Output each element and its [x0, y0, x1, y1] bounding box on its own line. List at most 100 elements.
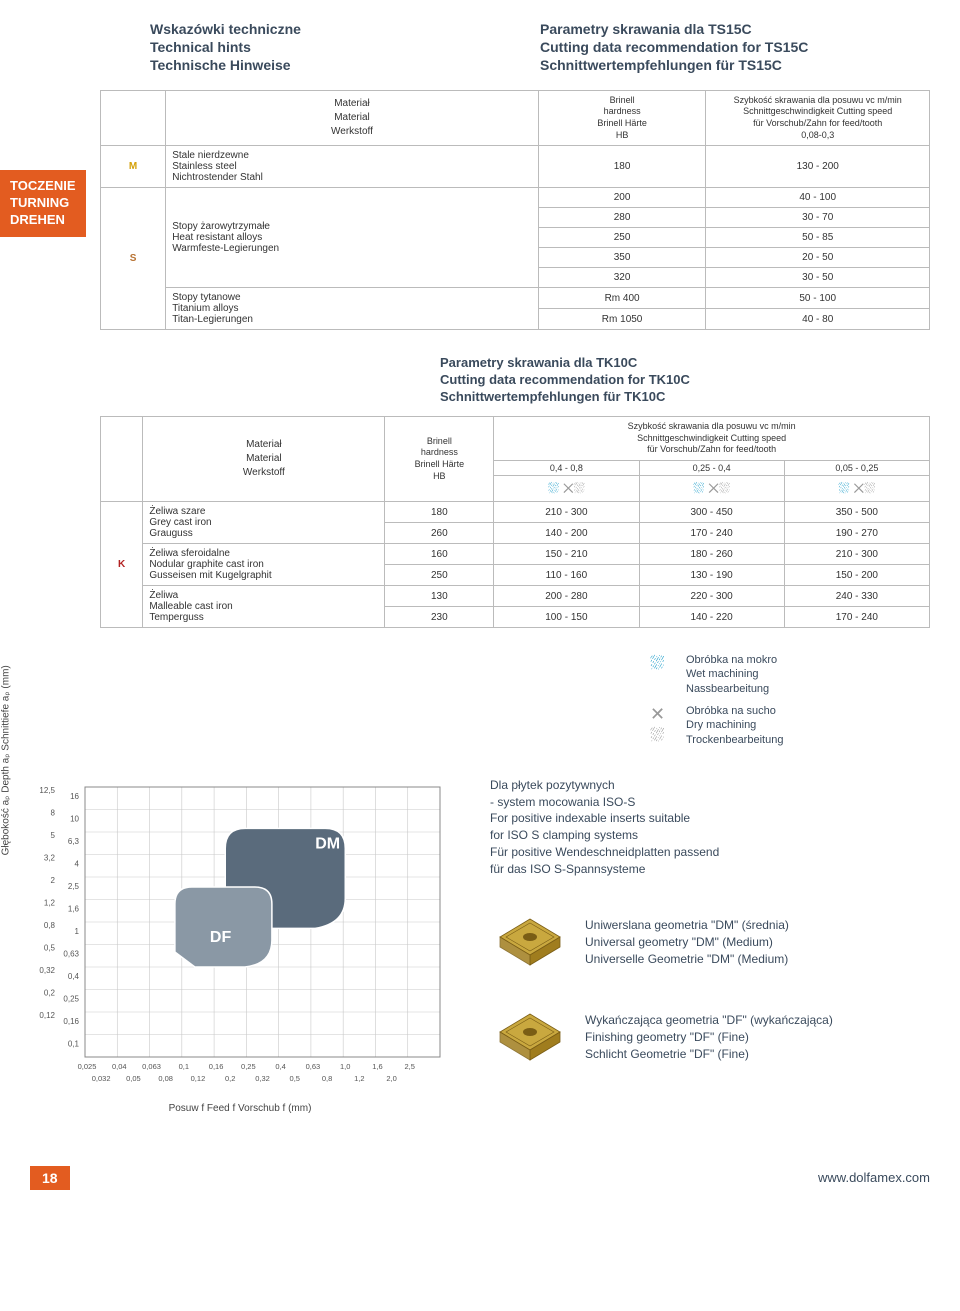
table-row: Żeliwa sferoidalne Nodular graphite cast…	[101, 544, 930, 565]
svg-text:0,63: 0,63	[63, 949, 79, 958]
table-row: Stopy tytanowe Titanium alloys Titan-Leg…	[101, 288, 930, 309]
svg-text:16: 16	[70, 792, 79, 801]
insert-df-icon	[490, 1008, 570, 1068]
dry-icon: ✕⛆	[650, 704, 676, 746]
svg-text:0,25: 0,25	[241, 1062, 256, 1071]
table-head-row: Materiał Material Werkstoff Brinell hard…	[101, 90, 930, 146]
th-iso	[101, 90, 166, 146]
table2-wrap: Materiał Material Werkstoff Brinell hard…	[100, 416, 930, 628]
material-cell: Żeliwa sferoidalne Nodular graphite cast…	[143, 544, 385, 586]
page: Wskazówki techniczne Technical hints Tec…	[0, 0, 960, 1134]
legend-dry: ✕⛆ Obróbka na sucho Dry machining Trocke…	[650, 704, 930, 747]
svg-text:0,32: 0,32	[39, 966, 55, 975]
svg-text:0,25: 0,25	[63, 994, 79, 1003]
desc-dm: Uniwerslana geometria "DM" (średnia) Uni…	[490, 913, 890, 973]
iso-s: S	[101, 188, 166, 330]
desc-positive: Dla płytek pozytywnych - system mocowani…	[490, 777, 890, 878]
wet-dry-icon: ⛆ ✕⛆	[784, 476, 929, 502]
svg-text:2: 2	[51, 876, 56, 885]
svg-text:0,63: 0,63	[306, 1062, 321, 1071]
svg-text:3,2: 3,2	[44, 853, 56, 862]
chart-svg: 12,5853,221,20,80,50,320,20,1216106,342,…	[30, 777, 450, 1097]
svg-text:0,32: 0,32	[255, 1074, 270, 1083]
svg-text:0,2: 0,2	[225, 1074, 235, 1083]
svg-text:0,16: 0,16	[63, 1017, 79, 1026]
material-cell: Stopy żarowytrzymałe Heat resistant allo…	[166, 188, 539, 288]
svg-text:1,0: 1,0	[340, 1062, 350, 1071]
legend-wet: ⛆ Obróbka na mokro Wet machining Nassbea…	[650, 653, 930, 696]
th-speed: Szybkość skrawania dla posuwu vc m/min S…	[706, 90, 930, 146]
th-material: Materiał Material Werkstoff	[166, 90, 539, 146]
svg-text:0,16: 0,16	[209, 1062, 224, 1071]
header-text: Parametry skrawania dla TS15C	[540, 20, 930, 38]
table-row: M Stale nierdzewne Stainless steel Nicht…	[101, 146, 930, 188]
svg-text:5: 5	[51, 831, 56, 840]
svg-text:2,0: 2,0	[386, 1074, 396, 1083]
material-cell: Żeliwa szare Grey cast iron Grauguss	[143, 502, 385, 544]
iso-k: K	[101, 502, 143, 628]
desc-df: Wykańczająca geometria "DF" (wykańczając…	[490, 1008, 890, 1068]
sidebar-text: DREHEN	[10, 212, 76, 229]
svg-text:0,04: 0,04	[112, 1062, 127, 1071]
th-speed: Szybkość skrawania dla posuwu vc m/min S…	[494, 416, 930, 460]
svg-text:2,5: 2,5	[405, 1062, 415, 1071]
section2-title: Parametry skrawania dla TK10C Cutting da…	[440, 355, 930, 406]
svg-text:12,5: 12,5	[39, 786, 55, 795]
table-row: S Stopy żarowytrzymałe Heat resistant al…	[101, 188, 930, 208]
header-right: Parametry skrawania dla TS15C Cutting da…	[540, 20, 930, 75]
svg-text:DF: DF	[210, 929, 232, 946]
header-text: Cutting data recommendation for TS15C	[540, 38, 930, 56]
wet-dry-icon: ⛆ ✕⛆	[639, 476, 784, 502]
sidebar-text: TURNING	[10, 195, 76, 212]
svg-text:6,3: 6,3	[68, 837, 80, 846]
descriptions: Dla płytek pozytywnych - system mocowani…	[490, 777, 930, 1114]
svg-text:0,8: 0,8	[322, 1074, 332, 1083]
table-row: K Żeliwa szare Grey cast iron Grauguss 1…	[101, 502, 930, 523]
insert-dm-icon	[490, 913, 570, 973]
header-left: Wskazówki techniczne Technical hints Tec…	[150, 20, 540, 75]
svg-text:1,2: 1,2	[354, 1074, 364, 1083]
svg-text:0,2: 0,2	[44, 988, 56, 997]
iso-m: M	[101, 146, 166, 188]
footer-url: www.dolfamex.com	[818, 1170, 930, 1185]
th-material: Materiał Material Werkstoff	[143, 416, 385, 501]
speed-cell: 130 - 200	[706, 146, 930, 188]
wet-dry-icon: ⛆ ✕⛆	[494, 476, 639, 502]
header-text: Schnittwertempfehlungen für TS15C	[540, 56, 930, 74]
material-cell: Stopy tytanowe Titanium alloys Titan-Leg…	[166, 288, 539, 330]
table1-wrap: Materiał Material Werkstoff Brinell hard…	[100, 90, 930, 331]
table-row: Żeliwa Malleable cast iron Temperguss 13…	[101, 586, 930, 607]
table-head-row: Materiał Material Werkstoff Brinell hard…	[101, 416, 930, 460]
svg-text:0,063: 0,063	[142, 1062, 161, 1071]
sidebar-text: TOCZENIE	[10, 178, 76, 195]
svg-text:0,5: 0,5	[290, 1074, 300, 1083]
th-brinell: Brinell hardness Brinell Härte HB	[385, 416, 494, 501]
brinell-cell: 180	[538, 146, 706, 188]
svg-text:1,6: 1,6	[372, 1062, 382, 1071]
header-text: Technical hints	[150, 38, 540, 56]
th-brinell: Brinell hardness Brinell Härte HB	[538, 90, 706, 146]
svg-text:1: 1	[75, 927, 80, 936]
svg-text:0,05: 0,05	[126, 1074, 141, 1083]
svg-text:0,025: 0,025	[78, 1062, 97, 1071]
svg-text:4: 4	[75, 859, 80, 868]
wet-icon: ⛆	[650, 653, 676, 674]
svg-text:0,1: 0,1	[68, 1039, 80, 1048]
sidebar-tab: TOCZENIE TURNING DREHEN	[0, 170, 86, 237]
svg-text:10: 10	[70, 814, 79, 823]
page-header: Wskazówki techniczne Technical hints Tec…	[150, 20, 930, 75]
svg-text:0,032: 0,032	[92, 1074, 111, 1083]
svg-text:8: 8	[51, 808, 56, 817]
svg-text:1,2: 1,2	[44, 898, 56, 907]
dm-df-chart: Głębokość aₚ Depth aₚ Schnittiefe aₚ (mm…	[30, 777, 450, 1114]
y-axis-label: Głębokość aₚ Depth aₚ Schnittiefe aₚ (mm…	[1, 666, 12, 856]
cutting-data-table-ts15c: Materiał Material Werkstoff Brinell hard…	[100, 90, 930, 331]
svg-text:0,8: 0,8	[44, 921, 56, 930]
svg-text:DM: DM	[315, 835, 340, 852]
page-number: 18	[30, 1166, 70, 1190]
svg-text:0,1: 0,1	[179, 1062, 189, 1071]
header-text: Wskazówki techniczne	[150, 20, 540, 38]
material-cell: Stale nierdzewne Stainless steel Nichtro…	[166, 146, 539, 188]
bottom-section: Głębokość aₚ Depth aₚ Schnittiefe aₚ (mm…	[30, 777, 930, 1114]
svg-text:0,12: 0,12	[39, 1011, 55, 1020]
